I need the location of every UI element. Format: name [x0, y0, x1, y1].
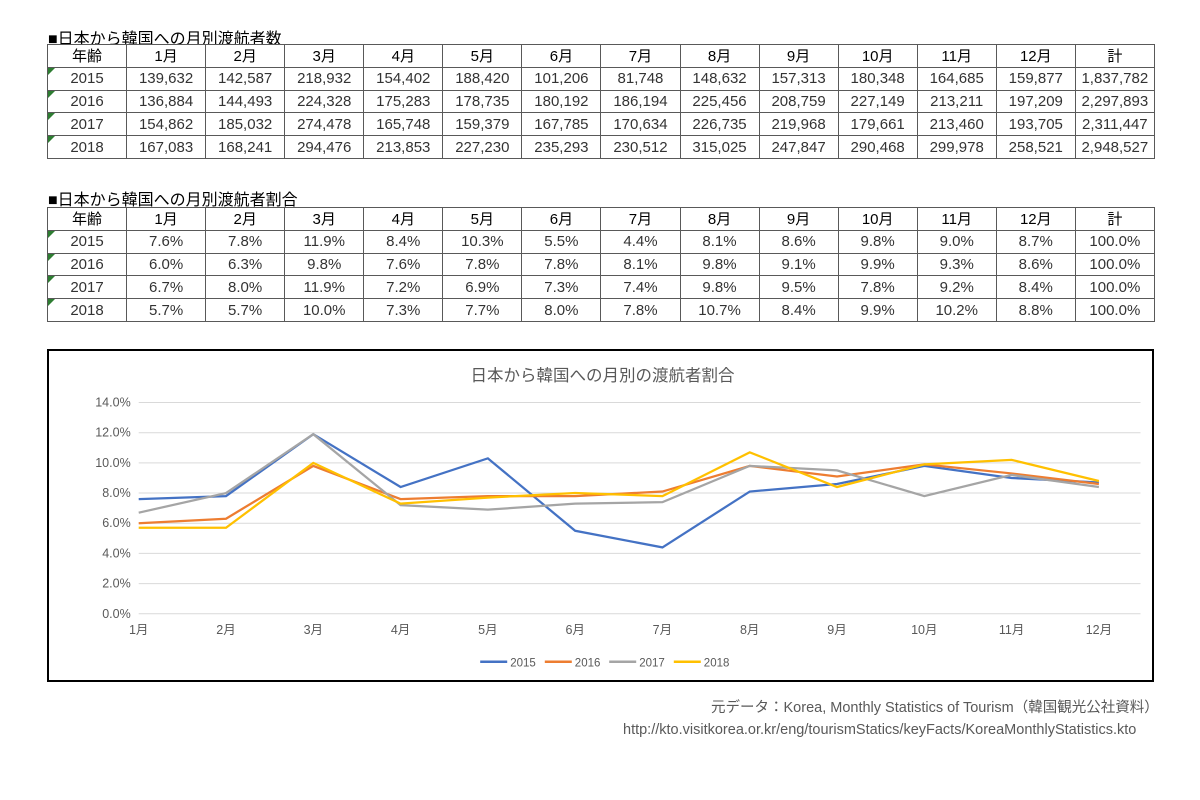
svg-text:1月: 1月 [129, 623, 148, 637]
svg-text:4月: 4月 [391, 623, 410, 637]
svg-text:14.0%: 14.0% [95, 396, 130, 410]
svg-text:2018: 2018 [704, 657, 730, 669]
svg-text:5月: 5月 [478, 623, 497, 637]
svg-text:2015: 2015 [510, 657, 536, 669]
svg-text:11月: 11月 [999, 623, 1024, 637]
svg-text:10月: 10月 [911, 623, 937, 637]
svg-text:6月: 6月 [565, 623, 584, 637]
svg-text:6.0%: 6.0% [102, 516, 131, 530]
svg-text:12.0%: 12.0% [95, 426, 130, 440]
svg-text:9月: 9月 [827, 623, 846, 637]
svg-text:10.0%: 10.0% [95, 456, 130, 470]
svg-text:2017: 2017 [639, 657, 665, 669]
svg-text:2月: 2月 [216, 623, 235, 637]
svg-text:2016: 2016 [575, 657, 601, 669]
svg-text:4.0%: 4.0% [102, 546, 131, 560]
svg-text:3月: 3月 [304, 623, 323, 637]
svg-text:12月: 12月 [1086, 623, 1112, 637]
svg-text:7月: 7月 [653, 623, 672, 637]
svg-text:日本から韓国への月別の渡航者割合: 日本から韓国への月別の渡航者割合 [471, 366, 736, 385]
svg-text:0.0%: 0.0% [102, 607, 131, 621]
svg-text:8月: 8月 [740, 623, 759, 637]
svg-text:2.0%: 2.0% [102, 577, 131, 591]
svg-text:8.0%: 8.0% [102, 486, 131, 500]
